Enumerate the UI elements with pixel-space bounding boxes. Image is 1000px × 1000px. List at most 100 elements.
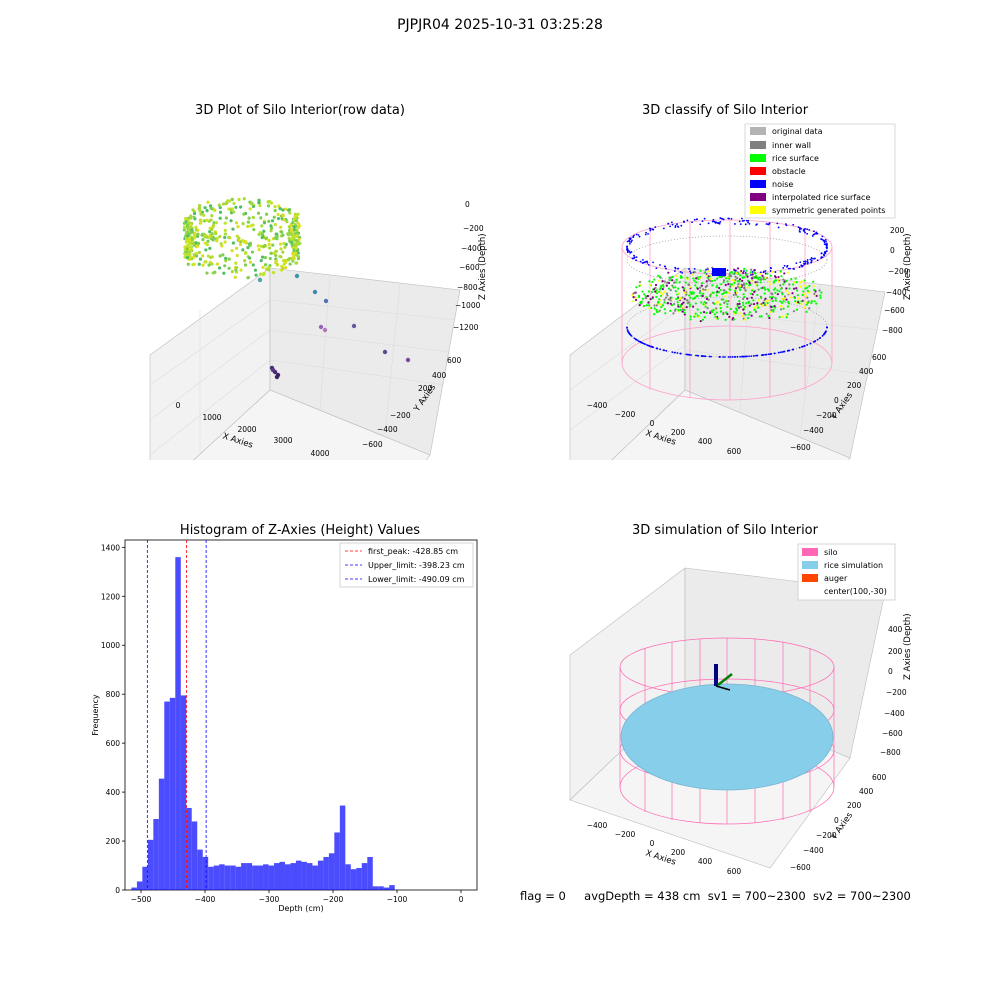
classified-point <box>706 270 709 273</box>
classified-point <box>800 300 803 303</box>
classified-point <box>756 284 759 287</box>
raw-point <box>239 268 243 272</box>
classified-point <box>804 287 807 290</box>
noise-point <box>764 269 767 272</box>
classified-point <box>659 303 663 306</box>
classify-z-ticks: 200 0 −200 −400 −600 −800 <box>882 226 909 335</box>
classified-point <box>695 277 698 280</box>
classified-point <box>734 293 738 296</box>
raw-point <box>218 234 222 239</box>
classified-point <box>665 284 668 287</box>
classified-point <box>734 307 738 310</box>
classified-point <box>716 277 719 280</box>
classified-point <box>742 301 745 304</box>
noise-point <box>741 217 743 220</box>
noise-point <box>635 259 638 262</box>
raw-point <box>234 268 238 272</box>
classified-point <box>796 294 799 297</box>
noise-point <box>770 353 773 355</box>
simulation-plot-title: 3D simulation of Silo Interior <box>632 523 818 538</box>
raw-point <box>243 259 247 263</box>
classified-point <box>750 277 754 280</box>
noise-point <box>648 344 651 347</box>
classified-point <box>676 303 680 306</box>
noise-point <box>674 266 677 269</box>
legend-swatch-auger <box>802 574 818 582</box>
classified-point <box>732 272 735 275</box>
classified-point <box>631 294 634 297</box>
raw-point <box>274 259 278 263</box>
raw-point <box>284 207 288 211</box>
classified-point <box>778 290 781 293</box>
noise-point <box>801 265 803 268</box>
noise-point <box>719 217 722 219</box>
raw-point <box>203 206 207 210</box>
classified-point <box>743 267 746 270</box>
classified-point <box>814 290 817 293</box>
classified-point <box>736 304 739 308</box>
classified-point <box>705 311 708 314</box>
classified-point <box>723 301 726 304</box>
noise-point <box>728 217 730 220</box>
classified-point <box>793 296 797 300</box>
classified-point <box>707 298 710 301</box>
classified-point <box>663 308 666 311</box>
noise-point <box>702 355 705 358</box>
classified-point <box>748 311 751 314</box>
raw-point <box>237 197 241 202</box>
raw-point <box>258 272 263 276</box>
y-tick: 400 <box>859 787 874 796</box>
raw-point <box>246 245 250 250</box>
z-tick: 0 <box>888 667 893 676</box>
classified-point <box>726 305 729 308</box>
legend-lower-limit: Lower_limit: -490.09 cm <box>368 575 465 584</box>
classified-point <box>699 286 702 289</box>
raw-point <box>186 234 190 238</box>
legend-rice-surface: rice surface <box>772 154 819 163</box>
classified-point <box>777 280 780 283</box>
classified-point <box>794 277 797 280</box>
noise-point <box>825 240 827 243</box>
classified-point <box>813 292 816 296</box>
auger-axis-z <box>714 664 718 686</box>
raw-point <box>223 232 228 236</box>
classified-point <box>793 281 796 284</box>
classified-point <box>766 301 769 305</box>
classified-point <box>786 305 790 308</box>
noise-point <box>646 261 649 264</box>
classified-point <box>651 280 654 284</box>
classified-point <box>750 303 753 306</box>
classified-point <box>753 269 756 272</box>
raw-point <box>194 241 198 245</box>
y-tick: 0 <box>834 396 839 405</box>
raw-point <box>230 248 234 253</box>
classified-point <box>638 280 642 284</box>
raw-point <box>260 224 264 228</box>
raw-point <box>272 251 276 255</box>
classified-point <box>812 280 815 283</box>
raw-point <box>250 250 255 254</box>
noise-point <box>744 272 747 274</box>
classified-point <box>792 310 796 313</box>
classify-legend: original data inner wall rice surface ob… <box>744 123 896 219</box>
noise-point <box>798 226 801 229</box>
classified-point <box>692 277 695 280</box>
classified-point <box>660 294 663 298</box>
legend-swatch-obstacle <box>750 167 766 175</box>
raw-point <box>297 237 301 242</box>
classified-point <box>819 294 822 297</box>
classified-point <box>669 309 672 312</box>
raw-point <box>209 218 213 222</box>
raw-point <box>267 219 271 223</box>
classified-point <box>705 274 709 277</box>
raw-point <box>206 200 210 204</box>
classified-point <box>654 283 658 287</box>
noise-point <box>633 234 635 237</box>
classified-point <box>653 313 656 316</box>
classified-point <box>762 278 765 281</box>
raw-point <box>249 202 253 206</box>
classified-point <box>735 309 738 312</box>
classified-point <box>638 284 641 287</box>
legend-swatch-rice-surface <box>750 154 766 162</box>
classified-point <box>739 274 742 277</box>
